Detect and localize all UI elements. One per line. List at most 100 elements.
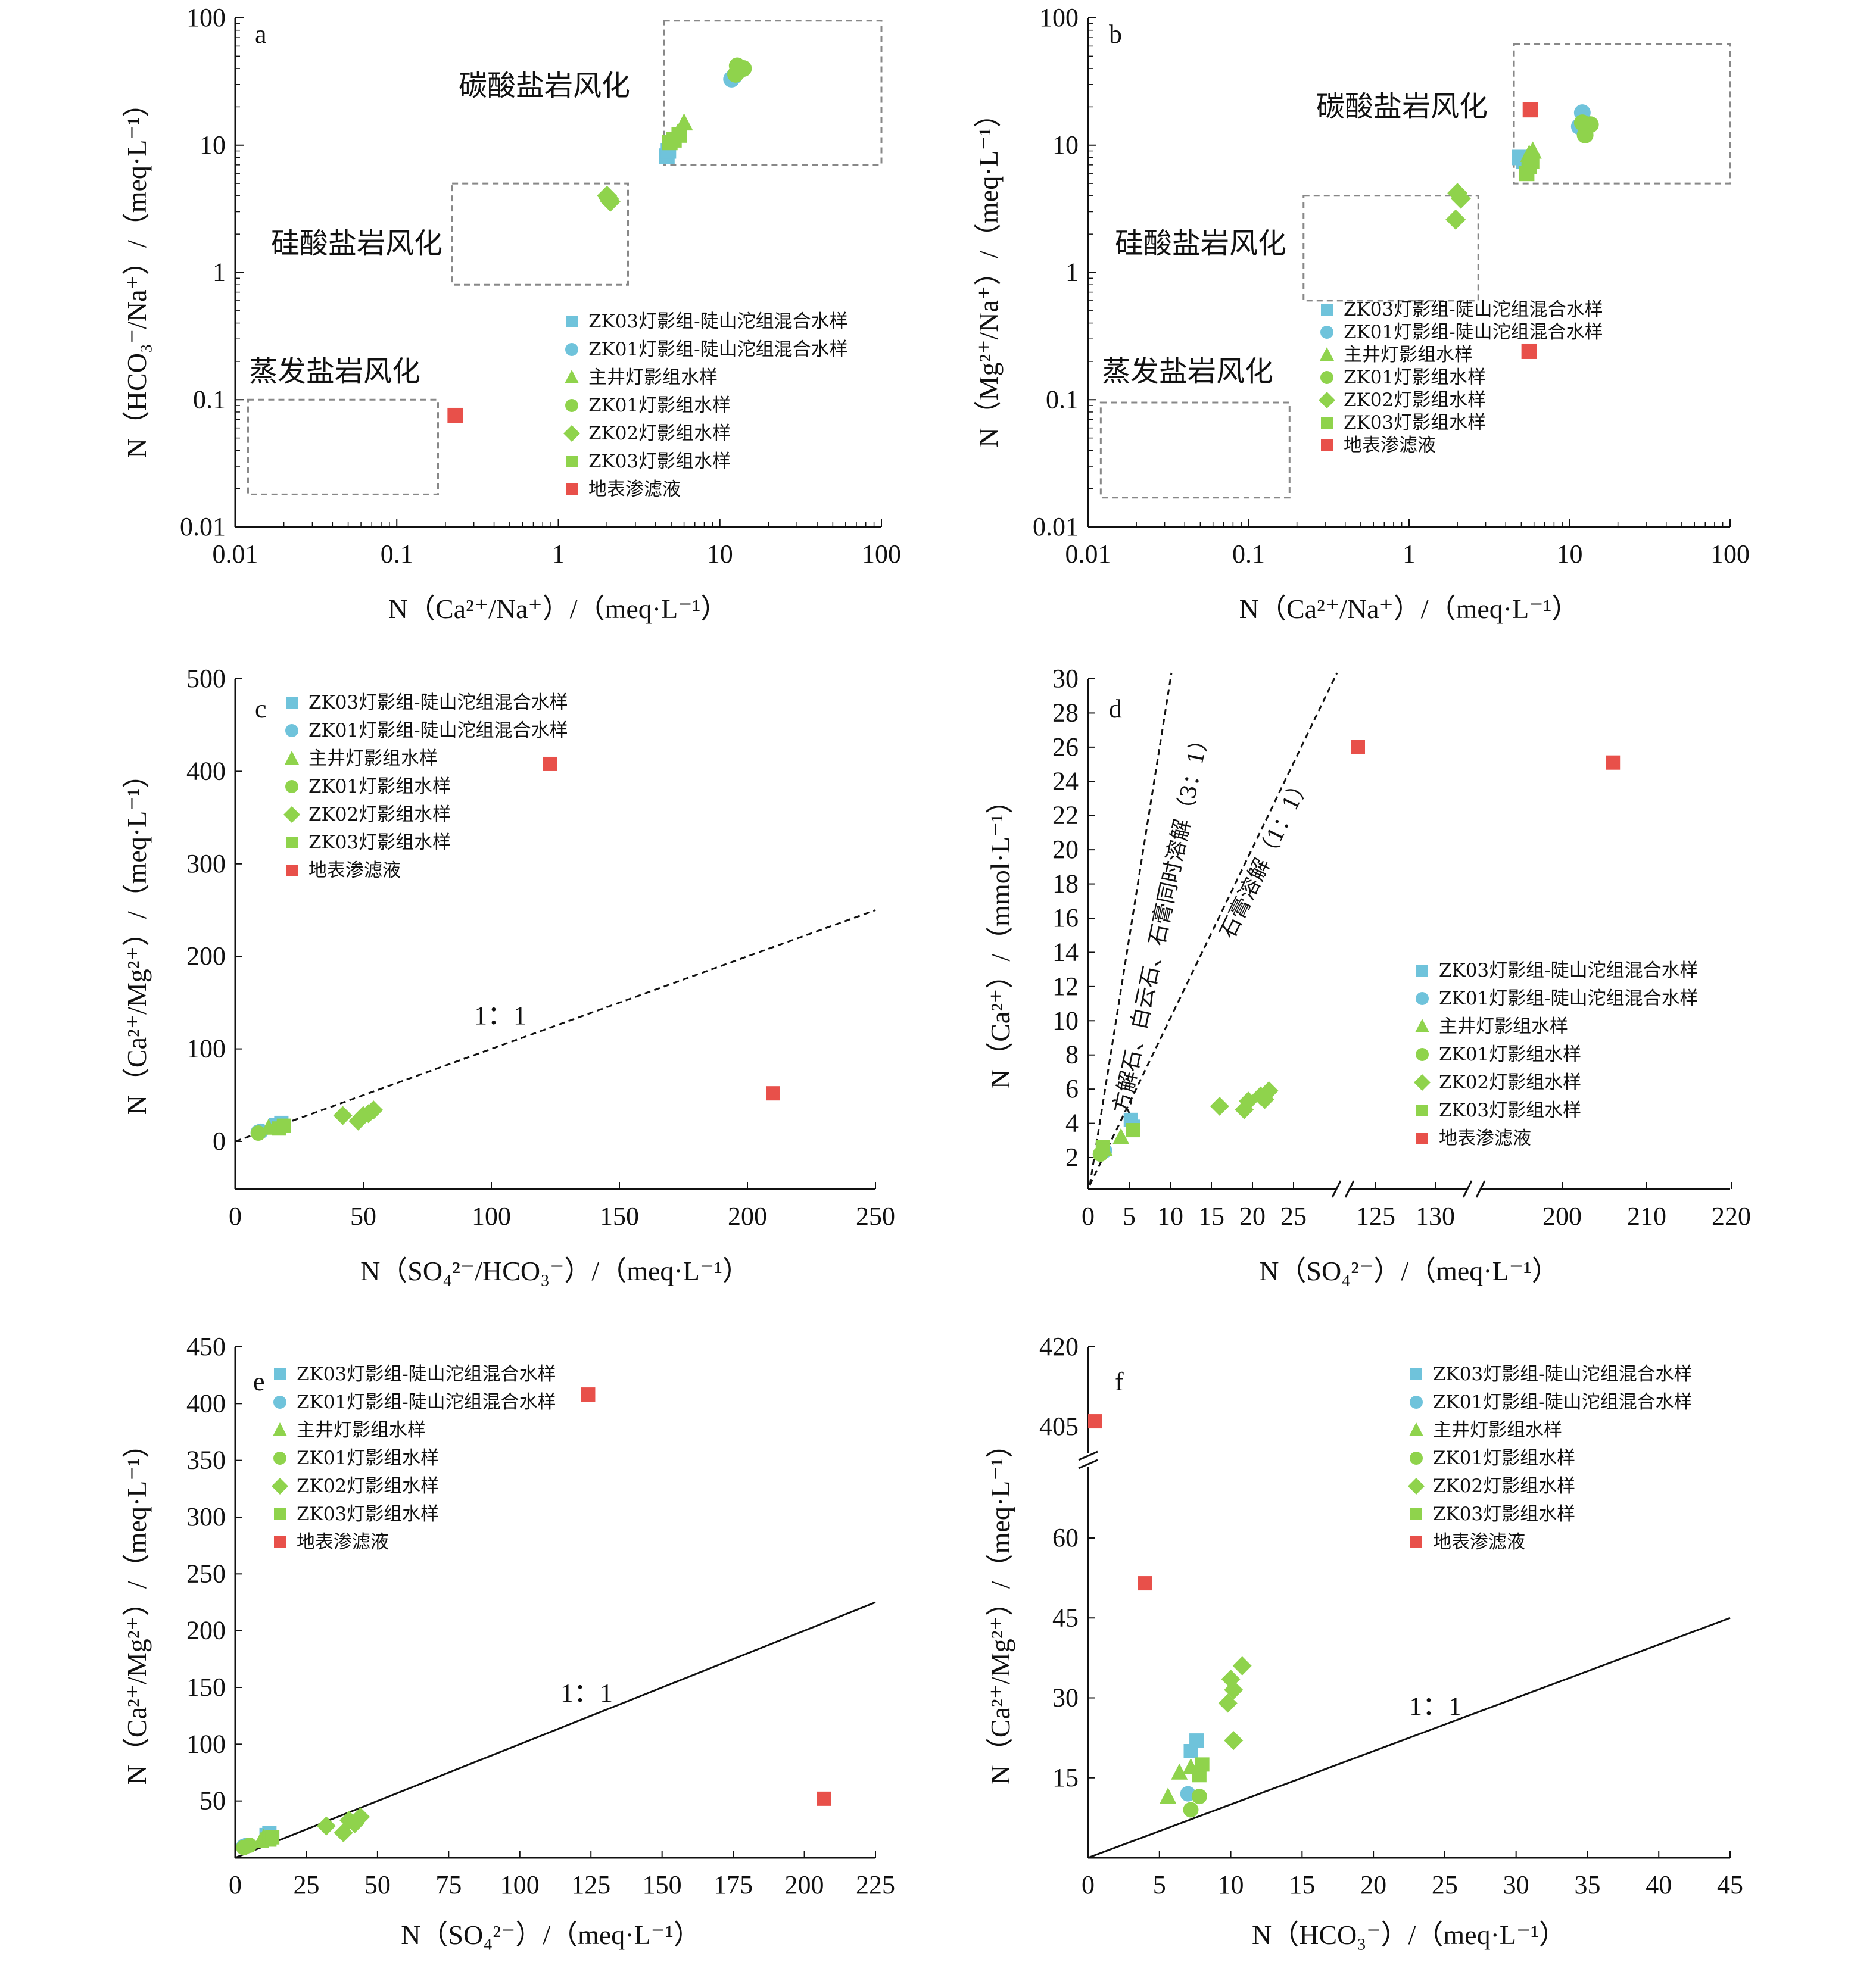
legend-marker-zk02 (272, 1478, 288, 1495)
panel-f-chart: f 0 5 10 15 20 25 30 35 40 45 15 30 45 60 405 420 1：1 Z… (985, 1332, 1743, 1950)
x-tick-label: 100 (1710, 539, 1750, 569)
legend-marker-main (1409, 1422, 1423, 1436)
axis-break-gap (1467, 1181, 1481, 1197)
y-tick-label: 450 (186, 1332, 226, 1361)
y-tick-label: 300 (186, 849, 226, 878)
panel-a-x-axis-label: N（Ca²⁺/Na⁺）/（meq·L⁻¹） (388, 594, 728, 624)
legend-label-main: 主井灯影组水样 (1433, 1420, 1562, 1441)
legend-label-zk03: ZK03灯影组水样 (1433, 1503, 1575, 1525)
data-point-a-zk02-2 (599, 188, 619, 209)
panel-f-y-axis-label: N（Ca²⁺/Mg²⁺）/（meq·L⁻¹） (985, 1431, 1015, 1785)
x-tick-label: 150 (643, 1870, 682, 1899)
data-point-f-leach-0 (1087, 1414, 1102, 1429)
legend-marker-main (565, 370, 579, 383)
panel-b-label: b (1109, 20, 1122, 49)
data-point-d-zk03-1 (1095, 1140, 1110, 1155)
data-point-f-zk01-0 (1183, 1802, 1199, 1818)
axis-break-gap (1336, 1181, 1350, 1197)
legend-label-zk02: ZK02灯影组水样 (588, 423, 731, 444)
legend-label-zk01: ZK01灯影组水样 (308, 776, 451, 797)
panel-a-label: a (255, 20, 267, 49)
legend-label-zk03: ZK03灯影组水样 (1439, 1100, 1581, 1121)
data-point-d-zk02-0 (1210, 1096, 1229, 1116)
legend-marker-leach (1416, 1133, 1428, 1144)
legend-marker-zk01 (1320, 371, 1333, 384)
y-tick-label: 0.01 (180, 512, 226, 541)
zone-box-1 (1302, 195, 1479, 302)
panel-b-chart: b 0.01 0.1 1 10 100 0.01 0.1 1 10 100 碳酸盐岩风化硅酸盐岩风… (973, 3, 1750, 624)
data-point-b-zk02-1 (1450, 188, 1471, 209)
data-point-c-zk02-4 (364, 1100, 384, 1120)
y-tick-label: 0 (213, 1127, 226, 1156)
legend-marker-zk01_mix (1320, 326, 1333, 339)
y-tick-label: 8 (1065, 1040, 1079, 1069)
x-tick-label: 0.01 (213, 539, 258, 569)
x-tick-label: 150 (600, 1202, 639, 1231)
ratio-line-label-1-1: 石膏溶解（1：1） (1216, 772, 1315, 943)
panel-d-chart: d 0 5 10 15 20 25 125 130 200 210 2202468101214161… (985, 664, 1751, 1286)
data-point-c-leach-0 (543, 756, 557, 771)
legend-label-zk02: ZK02灯影组水样 (1344, 389, 1486, 411)
legend-label-zk03_mix: ZK03灯影组-陡山沱组混合水样 (308, 692, 568, 713)
data-point-f-main-1 (1171, 1763, 1188, 1780)
legend-marker-zk01_mix (285, 724, 298, 737)
legend-label-main: 主井灯影组水样 (1439, 1016, 1568, 1037)
y-tick-label: 200 (186, 941, 226, 971)
x-tick-label: 100 (862, 539, 901, 569)
legend-label-main: 主井灯影组水样 (588, 367, 718, 388)
data-point-b-leach-0 (1522, 102, 1538, 118)
data-point-e-leach-0 (581, 1387, 596, 1402)
data-point-f-zk01-1 (1191, 1789, 1207, 1805)
y-tick-label: 1 (213, 258, 226, 287)
x-tick-label: 40 (1646, 1870, 1672, 1899)
data-point-d-zk03-0 (1126, 1123, 1140, 1138)
panel-e-label: e (253, 1367, 265, 1396)
x-tick-label: 5 (1123, 1202, 1136, 1231)
x-tick-label: 0.01 (1065, 539, 1111, 569)
legend-marker-main (273, 1422, 287, 1436)
panel-e-chart: e 0 25 50 75 100 125 150 175 200 225 50 100 150 200 25… (121, 1332, 895, 1950)
data-point-e-zk02-0 (316, 1816, 336, 1836)
y-tick-label: 400 (186, 756, 226, 785)
axis-break-mark (1475, 1180, 1486, 1198)
legend-marker-zk03 (566, 456, 578, 467)
x-tick-label: 1 (552, 539, 565, 569)
y-tick-label: 20 (1052, 835, 1079, 864)
legend-marker-zk03 (1321, 417, 1333, 429)
x-tick-label: 20 (1360, 1870, 1386, 1899)
legend-label-zk01: ZK01灯影组水样 (588, 395, 731, 416)
y-tick-label: 50 (200, 1786, 226, 1815)
x-tick-label: 0.1 (381, 539, 413, 569)
y-tick-label: 2 (1065, 1143, 1079, 1172)
legend-label-zk03_mix: ZK03灯影组-陡山沱组混合水样 (1439, 960, 1699, 981)
x-tick-label: 0 (1082, 1870, 1095, 1899)
legend-label-leach: 地表渗滤液 (1344, 435, 1436, 456)
y-tick-label: 15 (1052, 1763, 1079, 1792)
legend-marker-leach (286, 865, 298, 876)
data-point-a-zk03-2 (662, 135, 678, 151)
x-tick-label: 35 (1574, 1870, 1600, 1899)
data-point-f-zk02-4 (1224, 1731, 1244, 1751)
x-tick-label: 25 (293, 1870, 319, 1899)
zone-box-0 (663, 20, 883, 166)
zone-label-0: 碳酸盐岩风化 (459, 69, 630, 102)
ratio-line-label: 1：1 (1409, 1692, 1461, 1721)
ratio-line-1-1 (1087, 1617, 1731, 1859)
x-tick-label: 25 (1280, 1202, 1307, 1231)
legend-label-zk01_mix: ZK01灯影组-陡山沱组混合水样 (297, 1392, 556, 1413)
ratio-line-label: 1：1 (474, 1001, 526, 1030)
legend-label-zk03_mix: ZK03灯影组-陡山沱组混合水样 (297, 1364, 556, 1385)
x-tick-label: 250 (856, 1202, 895, 1231)
x-tick-label: 0 (229, 1870, 242, 1899)
panel-c-label: c (255, 694, 267, 723)
axis-break-mark (1344, 1180, 1355, 1198)
legend-label-zk03: ZK03灯影组水样 (308, 832, 451, 853)
legend-label-zk01: ZK01灯影组水样 (297, 1447, 439, 1469)
y-tick-label: 0.01 (1033, 512, 1079, 541)
legend-marker-main (1320, 347, 1334, 361)
data-point-e-leach-1 (817, 1791, 831, 1806)
y-tick-label: 420 (1039, 1332, 1079, 1361)
legend-marker-main (1415, 1019, 1429, 1032)
zone-label-0: 碳酸盐岩风化 (1316, 90, 1488, 123)
